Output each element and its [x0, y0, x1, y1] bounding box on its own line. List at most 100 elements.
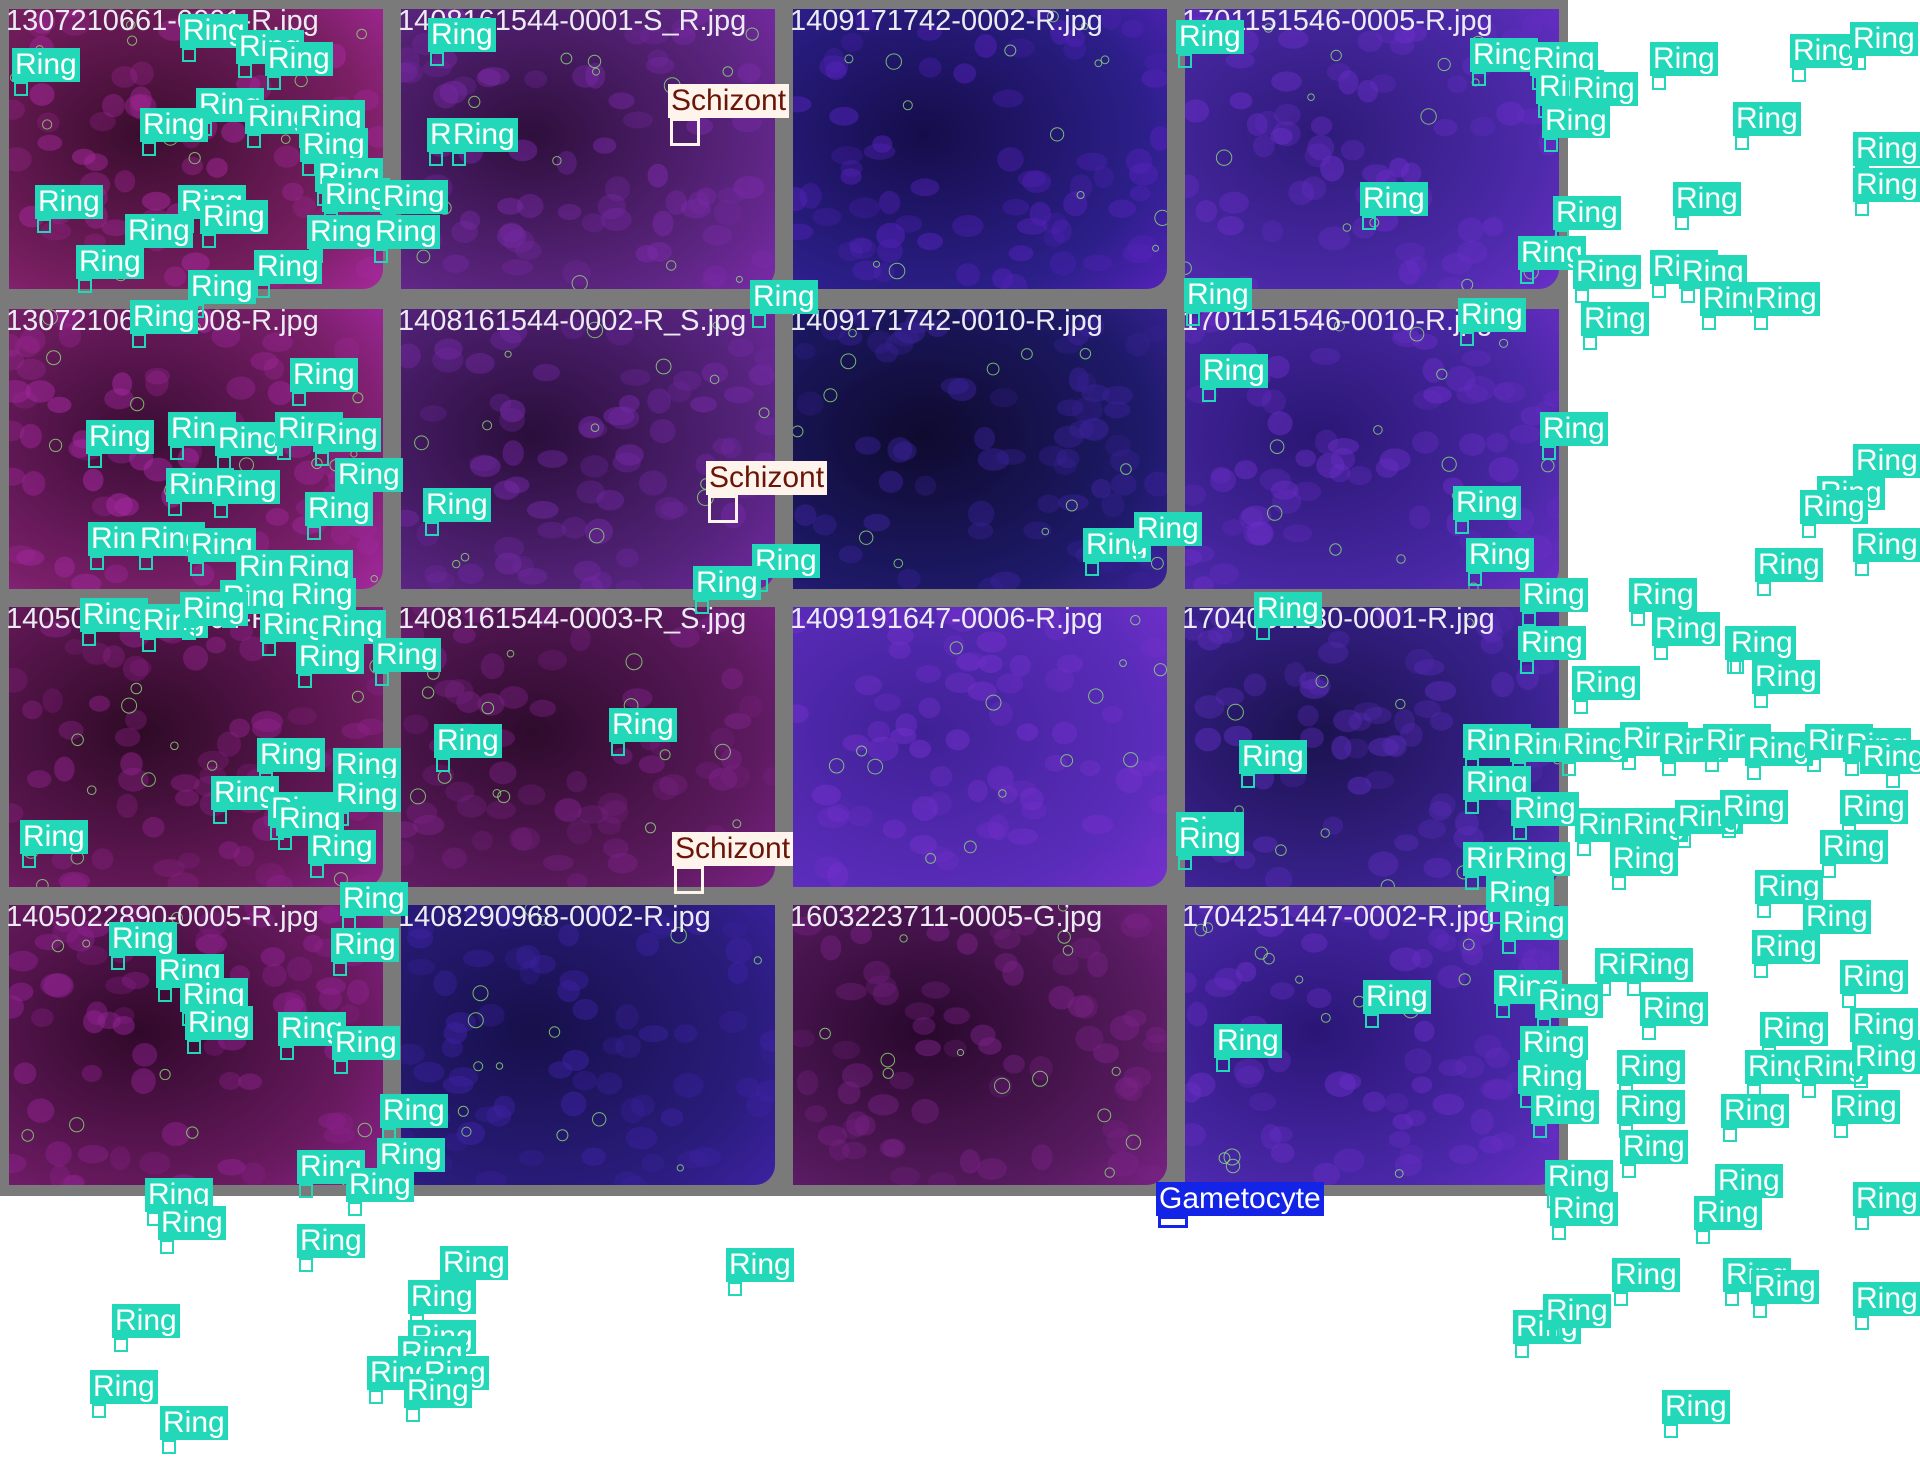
image-filename: 1704052230-0001-R.jpg	[1182, 603, 1495, 635]
ring-label: Ring	[1617, 1090, 1685, 1124]
ring-label: Ring	[1176, 20, 1244, 54]
ring-label: Ring	[265, 42, 333, 76]
ring-label: Ring	[1650, 42, 1718, 76]
ring-label: Ring	[1853, 1282, 1920, 1316]
ring-bounding-box	[1677, 834, 1691, 848]
schizont-bounding-box	[674, 866, 704, 894]
ring-label: Ring	[1728, 626, 1796, 660]
ring-label: Ring	[1745, 732, 1813, 766]
ring-bounding-box	[37, 219, 51, 233]
ring-bounding-box	[315, 452, 329, 466]
image-filename: 1409171742-0002-R.jpg	[790, 5, 1103, 37]
ring-bounding-box	[752, 314, 766, 328]
ring-label: Ring	[1553, 196, 1621, 230]
ring-bounding-box	[213, 810, 227, 824]
schizont-label: Schizont	[668, 84, 790, 118]
ring-bounding-box	[695, 600, 709, 614]
ring-label: Ring	[1853, 444, 1920, 478]
ring-label: Ring	[276, 802, 344, 836]
ring-label: Ring	[1200, 354, 1268, 388]
ring-label: Ring	[1511, 792, 1579, 826]
ring-bounding-box	[1577, 842, 1591, 856]
microscopy-photo	[401, 905, 775, 1185]
ring-bounding-box	[1465, 876, 1479, 890]
ring-label: Ring	[1715, 1164, 1783, 1198]
ring-label: Ring	[1620, 1130, 1688, 1164]
ring-bounding-box	[425, 522, 439, 536]
ring-bounding-box	[1696, 1230, 1710, 1244]
ring-label: Ring	[423, 488, 491, 522]
image-filename: 1409191647-0006-R.jpg	[790, 603, 1103, 635]
ring-label: Ring	[1573, 255, 1641, 289]
ring-label: Ring	[373, 638, 441, 672]
ring-label: Ring	[1360, 182, 1428, 216]
ring-bounding-box	[1792, 68, 1806, 82]
ring-bounding-box	[1681, 289, 1695, 303]
ring-label: Ring	[290, 358, 358, 392]
ring-bounding-box	[348, 1202, 362, 1216]
ring-label: Ring	[35, 185, 103, 219]
ring-label: Ring	[212, 470, 280, 504]
ring-bounding-box	[1754, 316, 1768, 330]
ring-label: Ring	[1520, 578, 1588, 612]
ring-bounding-box	[14, 82, 28, 96]
ring-label: Ring	[130, 300, 198, 334]
ring-label: Ring	[1543, 1294, 1611, 1328]
ring-bounding-box	[307, 526, 321, 540]
ring-bounding-box	[1365, 1014, 1379, 1028]
ring-bounding-box	[1614, 1292, 1628, 1306]
ring-bounding-box	[1675, 216, 1689, 230]
ring-bounding-box	[292, 392, 306, 406]
cell-field	[793, 9, 1167, 289]
ring-bounding-box	[88, 454, 102, 468]
ring-bounding-box	[1552, 1226, 1566, 1240]
ring-label: Ring	[693, 566, 761, 600]
ring-bounding-box	[1545, 1328, 1559, 1342]
microscopy-photo	[1185, 905, 1559, 1185]
ring-label: Ring	[1486, 876, 1554, 910]
ring-bounding-box	[256, 284, 270, 298]
microscopy-photo	[401, 309, 775, 589]
grid-tile: 1408161544-0002-R_S.jpg	[392, 300, 784, 600]
ring-bounding-box	[1834, 1124, 1848, 1138]
ring-label: Ring	[332, 1026, 400, 1060]
ring-bounding-box	[1544, 138, 1558, 152]
ring-label: Ring	[380, 1094, 448, 1128]
ring-label: Ring	[300, 128, 368, 162]
schizont-label: Schizont	[706, 461, 828, 495]
ring-bounding-box	[238, 64, 252, 78]
ring-label: Ring	[1629, 578, 1697, 612]
ring-label: Ring	[1458, 298, 1526, 332]
ring-bounding-box	[1513, 826, 1527, 840]
ring-bounding-box	[158, 988, 172, 1002]
ring-label: Ring	[297, 1224, 365, 1258]
image-filename: 1704251447-0002-R.jpg	[1182, 901, 1495, 933]
ring-label: Ring	[1545, 1160, 1613, 1194]
ring-bounding-box	[1662, 762, 1676, 776]
ring-label: Ring	[1610, 842, 1678, 876]
ring-bounding-box	[1855, 1216, 1869, 1230]
ring-label: Ring	[1860, 740, 1920, 774]
ring-bounding-box	[187, 1040, 201, 1054]
ring-bounding-box	[310, 864, 324, 878]
ring-label: Ring	[1520, 1026, 1588, 1060]
ring-label: Ring	[1214, 1024, 1282, 1058]
microscopy-photo	[793, 607, 1167, 887]
ring-bounding-box	[1730, 660, 1744, 674]
ring-bounding-box	[1722, 824, 1736, 838]
ring-label: Ring	[1640, 992, 1708, 1026]
ring-label: Ring	[185, 1006, 253, 1040]
ring-bounding-box	[1520, 660, 1534, 674]
ring-bounding-box	[1723, 1128, 1737, 1142]
ring-bounding-box	[1241, 774, 1255, 788]
ring-bounding-box	[1256, 626, 1270, 640]
image-filename: 1408161544-0003-R_S.jpg	[398, 603, 747, 635]
ring-bounding-box	[611, 742, 625, 756]
ring-bounding-box	[1085, 562, 1099, 576]
ring-label: Ring	[1853, 528, 1920, 562]
ring-label: Ring	[1239, 740, 1307, 774]
ring-label: Ring	[1752, 660, 1820, 694]
ring-label: Ring	[76, 245, 144, 279]
ring-label: Ring	[752, 544, 820, 578]
